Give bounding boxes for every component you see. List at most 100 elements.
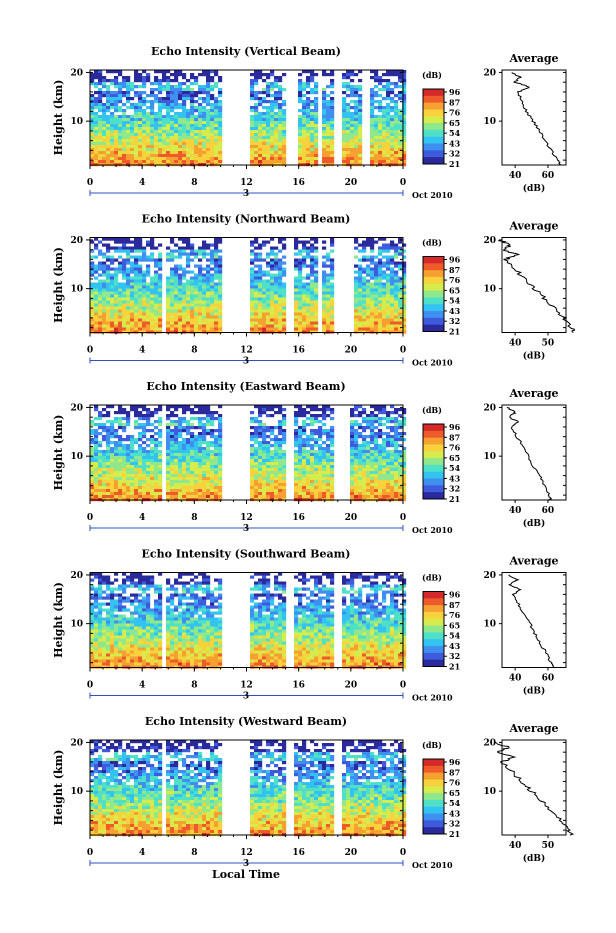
heatmap-cell [106, 286, 110, 289]
x-tick-label: 20 [345, 178, 358, 188]
heatmap-cell [390, 307, 394, 310]
heatmap-cell [118, 477, 122, 480]
heatmap-cell [150, 88, 154, 91]
heatmap-cell [306, 283, 310, 286]
heatmap-cell [262, 423, 266, 426]
heatmap-cell [186, 432, 190, 435]
heatmap-cell [130, 250, 134, 253]
heatmap-cell [206, 408, 210, 411]
heatmap-cell [326, 328, 330, 331]
heatmap-cell [250, 73, 254, 76]
heatmap-cell [314, 118, 318, 121]
heatmap-cell [190, 151, 194, 154]
heatmap-cell [394, 301, 398, 304]
heatmap-cell [206, 145, 210, 148]
colorbar-label: 54 [449, 296, 461, 306]
heatmap-cell [90, 265, 94, 268]
heatmap-cell [274, 112, 278, 115]
heatmap-cell [138, 109, 142, 112]
heatmap-cell [270, 268, 274, 271]
heatmap-cell [214, 130, 218, 133]
heatmap-cell [134, 489, 138, 492]
heatmap-cell [106, 495, 110, 498]
heatmap-cell [306, 109, 310, 112]
heatmap-cell [174, 91, 178, 94]
heatmap-cell [294, 483, 298, 486]
heatmap-cell [190, 465, 194, 468]
heatmap-cell [154, 136, 158, 139]
heatmap-cell [262, 319, 266, 322]
heatmap-cell [254, 450, 258, 453]
heatmap-cell [186, 115, 190, 118]
heatmap-cell [90, 76, 94, 79]
heatmap-cell [98, 292, 102, 295]
heatmap-cell [374, 121, 378, 124]
heatmap-cell [354, 292, 358, 295]
heatmap-cell [146, 256, 150, 259]
heatmap-cell [378, 160, 382, 163]
heatmap-cell [262, 474, 266, 477]
heatmap-cell [194, 82, 198, 85]
heatmap-cell [110, 492, 114, 495]
heatmap-cell [278, 483, 282, 486]
heatmap-cell [394, 154, 398, 157]
heatmap-cell [98, 124, 102, 127]
heatmap-cell [270, 328, 274, 331]
heatmap-cell [170, 259, 174, 262]
heatmap-cell [346, 76, 350, 79]
heatmap-cell [378, 271, 382, 274]
heatmap-cell [170, 241, 174, 244]
heatmap-cell [262, 283, 266, 286]
heatmap-cell [206, 88, 210, 91]
heatmap-cell [326, 301, 330, 304]
heatmap-cell [114, 250, 118, 253]
heatmap-cell [114, 79, 118, 82]
heatmap-cell [122, 277, 126, 280]
x-tick-label: 12 [240, 346, 253, 356]
heatmap-cell [214, 298, 218, 301]
heatmap-cell [102, 136, 106, 139]
heatmap-cell [250, 477, 254, 480]
heatmap-cell [190, 106, 194, 109]
heatmap-cell [202, 492, 206, 495]
heatmap-cell [262, 88, 266, 91]
heatmap-cell [110, 295, 114, 298]
heatmap-cell [326, 148, 330, 151]
heatmap-cell [270, 94, 274, 97]
heatmap-cell [146, 480, 150, 483]
heatmap-cell [190, 88, 194, 91]
heatmap-cell [370, 112, 374, 115]
heatmap-cell [174, 265, 178, 268]
heatmap-cell [394, 247, 398, 250]
heatmap-cell [158, 121, 162, 124]
heatmap-cell [178, 286, 182, 289]
heatmap-cell [154, 408, 158, 411]
heatmap-cell [214, 73, 218, 76]
heatmap-cell [390, 145, 394, 148]
heatmap-cell [254, 145, 258, 148]
heatmap-cell [98, 328, 102, 331]
heatmap-cell [294, 316, 298, 319]
heatmap-cell [302, 328, 306, 331]
heatmap-cell [170, 489, 174, 492]
heatmap-cell [102, 91, 106, 94]
heatmap-cell [106, 127, 110, 130]
heatmap-cell [326, 130, 330, 133]
heatmap-cell [314, 145, 318, 148]
heatmap-cell [170, 88, 174, 91]
heatmap-cell [134, 480, 138, 483]
heatmap-cell [322, 289, 326, 292]
heatmap-cell [122, 268, 126, 271]
heatmap-cell [138, 247, 142, 250]
heatmap-cell [250, 450, 254, 453]
heatmap-cell [214, 456, 218, 459]
heatmap-cell [262, 307, 266, 310]
heatmap-cell [310, 136, 314, 139]
heatmap-cell [166, 444, 170, 447]
heatmap-cell [178, 106, 182, 109]
heatmap-cell [354, 283, 358, 286]
heatmap-cell [354, 94, 358, 97]
heatmap-cell [342, 91, 346, 94]
heatmap-cell [210, 157, 214, 160]
heatmap-cell [122, 79, 126, 82]
